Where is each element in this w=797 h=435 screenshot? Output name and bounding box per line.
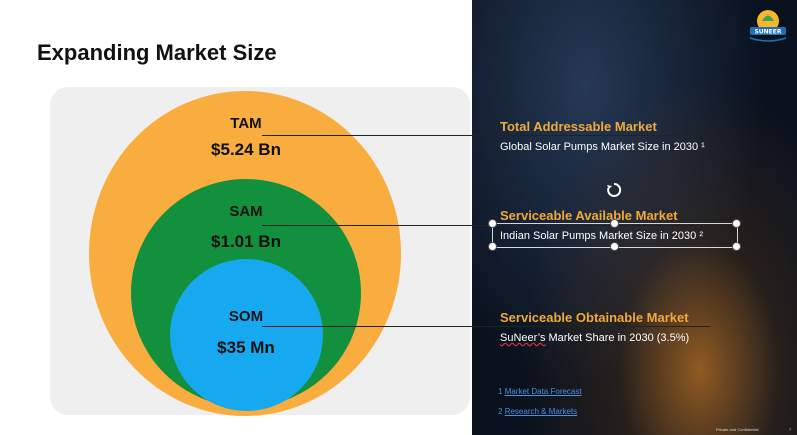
- som-label: SOM: [228, 308, 264, 325]
- som-description: SuNeer’s Market Share in 2030 (3.5%): [500, 331, 730, 345]
- resize-handle-bottom-left[interactable]: [488, 242, 497, 251]
- footnote-2-number: 2: [498, 407, 503, 416]
- rotate-handle-icon[interactable]: [606, 182, 622, 198]
- tam-leader-line: [262, 135, 710, 136]
- resize-handle-bottom[interactable]: [610, 242, 619, 251]
- som-description-rest: Market Share in 2030 (3.5%): [545, 332, 690, 344]
- resize-handle-top[interactable]: [610, 219, 619, 228]
- footer-confidential: Private and Confidential: [716, 427, 759, 432]
- page-number: 7: [789, 427, 792, 432]
- footnote-1-link[interactable]: Market Data Forecast: [504, 387, 582, 396]
- som-circle: [170, 259, 323, 411]
- sam-heading: Serviceable Available Market: [500, 208, 678, 223]
- resize-handle-top-left[interactable]: [488, 219, 497, 228]
- som-leader-line: [262, 326, 710, 327]
- sam-description[interactable]: Indian Solar Pumps Market Size in 2030 ²: [500, 230, 703, 242]
- slide-title: Expanding Market Size: [37, 40, 277, 65]
- logo-text: SUNEER: [754, 29, 781, 36]
- tam-label: TAM: [230, 115, 262, 132]
- brand-name-misspelled: SuNeer’s: [500, 332, 546, 344]
- sam-leader-line: [262, 225, 710, 226]
- footnote-2-link[interactable]: Research & Markets: [504, 407, 578, 416]
- resize-handle-bottom-right[interactable]: [732, 242, 741, 251]
- som-heading: Serviceable Obtainable Market: [500, 310, 689, 325]
- footnote-1-number: 1: [498, 387, 503, 396]
- footnote-2: 2 Research & Markets: [498, 407, 577, 416]
- suneer-logo-icon: SUNEER: [749, 10, 787, 42]
- som-value: $35 Mn: [217, 338, 275, 357]
- tam-value: $5.24 Bn: [211, 140, 281, 159]
- sam-label: SAM: [229, 203, 263, 220]
- sam-value: $1.01 Bn: [211, 232, 281, 251]
- resize-handle-top-right[interactable]: [732, 219, 741, 228]
- tam-heading: Total Addressable Market: [500, 119, 657, 134]
- footnote-1: 1 Market Data Forecast: [498, 387, 582, 396]
- background-photo: [472, 0, 797, 435]
- tam-description: Global Solar Pumps Market Size in 2030 ¹: [500, 141, 705, 153]
